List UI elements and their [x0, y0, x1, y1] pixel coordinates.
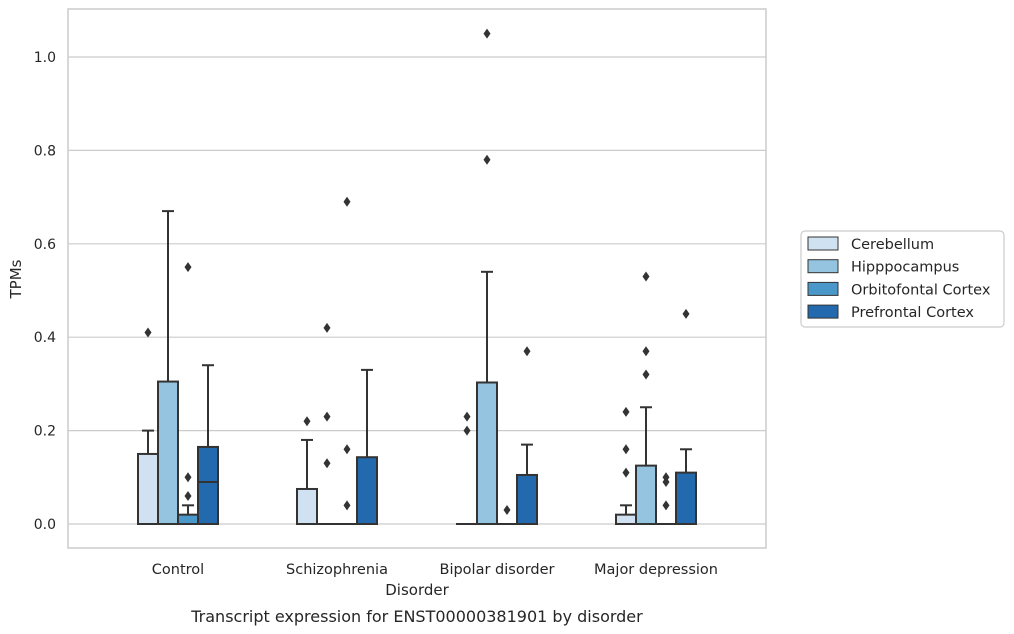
box-cerebellum: [137, 327, 159, 526]
x-tick-label: Schizophrenia: [286, 562, 388, 578]
box-orbitofontal-cortex: [177, 262, 199, 525]
outlier-point: [184, 262, 192, 273]
y-tick-label: 1.0: [34, 50, 56, 66]
box-orbitofontal-cortex: [655, 472, 677, 526]
box: [476, 381, 498, 525]
outlier-point: [503, 504, 511, 515]
box-prefrontal-cortex: [675, 308, 697, 526]
box: [197, 445, 219, 526]
x-axis-label: Disorder: [385, 581, 449, 599]
box: [615, 513, 637, 525]
box: [356, 456, 378, 525]
outlier-point: [323, 411, 331, 422]
outlier-point: [323, 458, 331, 469]
box-cerebellum: [296, 416, 318, 526]
box-hipppocampus: [157, 210, 179, 525]
box-orbitofontal-cortex: [496, 504, 518, 526]
legend-swatch: [807, 281, 839, 296]
legend-label: Cerebellum: [851, 237, 934, 253]
outlier-point: [184, 472, 192, 483]
outlier-point: [184, 490, 192, 501]
legend: Cerebellum Hipppocampus Orbitofontal Corte…: [800, 230, 1005, 328]
chart-caption: Transcript expression for ENST0000038190…: [190, 607, 643, 626]
box-hipppocampus: [635, 271, 657, 525]
x-tick-label: Major depression: [594, 562, 718, 578]
box-hipppocampus: [316, 322, 338, 526]
box-hipppocampus: [476, 28, 498, 525]
outlier-point: [343, 444, 351, 455]
legend-label: Orbitofontal Cortex: [851, 282, 991, 298]
box-groups: [137, 28, 697, 526]
outlier-point: [323, 322, 331, 333]
x-axis-ticks: Control Schizophrenia Bipolar disorder Majo…: [152, 562, 718, 578]
outlier-point: [343, 500, 351, 511]
x-tick-label: Control: [152, 562, 204, 578]
box-prefrontal-cortex: [197, 364, 219, 526]
y-tick-label: 0.2: [34, 424, 56, 440]
box: [137, 452, 159, 526]
outlier-point: [622, 444, 630, 455]
outlier-point: [642, 369, 650, 380]
outlier-point: [483, 28, 491, 39]
outlier-point: [682, 308, 690, 319]
legend-frame: [800, 230, 1005, 328]
legend-label: Hipppocampus: [851, 260, 959, 276]
outlier-point: [144, 327, 152, 338]
box-cerebellum: [615, 406, 637, 525]
outlier-point: [662, 500, 670, 511]
outlier-point: [463, 411, 471, 422]
box-cerebellum: [456, 411, 478, 526]
y-tick-label: 0.8: [34, 143, 56, 159]
box: [516, 473, 538, 525]
outlier-point: [483, 154, 491, 165]
legend-swatch: [807, 259, 839, 274]
outlier-point: [343, 196, 351, 207]
outlier-point: [642, 271, 650, 282]
outlier-point: [622, 467, 630, 478]
legend-swatch: [807, 304, 839, 319]
y-tick-label: 0.6: [34, 237, 56, 253]
box-prefrontal-cortex: [516, 346, 538, 525]
box: [177, 513, 199, 525]
outlier-point: [622, 406, 630, 417]
outlier-point: [463, 425, 471, 436]
outlier-point: [523, 346, 531, 357]
y-axis-label: TPMs: [7, 259, 25, 299]
legend-label: Prefrontal Cortex: [851, 305, 974, 321]
outlier-point: [303, 416, 311, 427]
box-orbitofontal-cortex: [336, 196, 358, 526]
box: [635, 464, 657, 525]
legend-swatch: [807, 236, 839, 251]
box: [296, 487, 318, 526]
y-tick-label: 0.4: [34, 330, 56, 346]
x-tick-label: Bipolar disorder: [440, 562, 555, 578]
y-axis-ticks: 0.0 0.2 0.4 0.6 0.8 1.0: [34, 50, 56, 533]
box: [675, 471, 697, 526]
outlier-point: [662, 472, 670, 483]
box-prefrontal-cortex: [356, 368, 378, 525]
box: [157, 380, 179, 525]
outlier-point: [642, 346, 650, 357]
y-tick-label: 0.0: [34, 517, 56, 533]
plot-frame: [67, 8, 767, 549]
